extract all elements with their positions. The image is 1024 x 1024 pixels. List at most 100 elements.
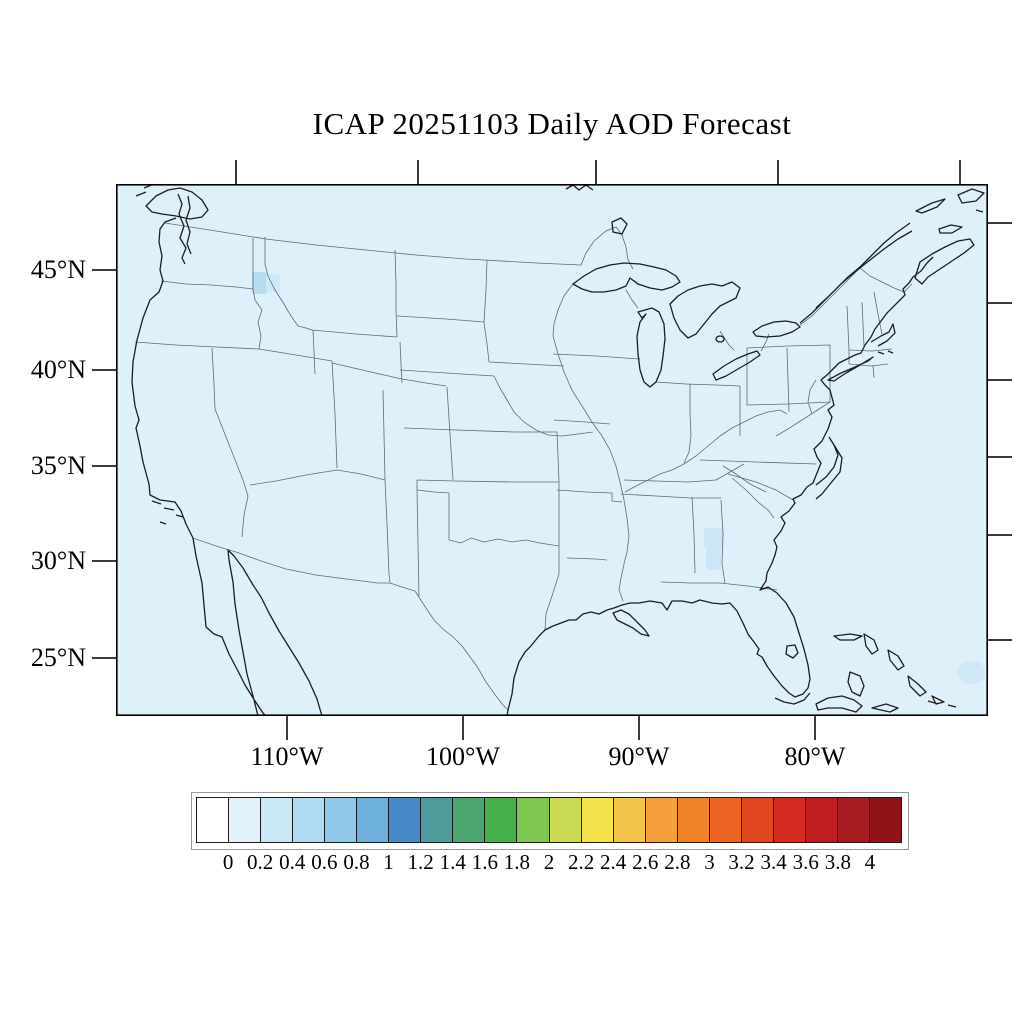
long-island (827, 356, 874, 382)
lat-tick-label: 45°N (30, 255, 86, 284)
colorbar-box (452, 797, 486, 843)
colorbar-tick-label: 2.2 (567, 850, 595, 874)
top-tick (959, 160, 961, 184)
colorbar-tick-label: 2.4 (600, 850, 627, 874)
right-tick (988, 639, 1012, 641)
gulf-atlantic-coast (506, 256, 934, 716)
top-tick (595, 160, 597, 184)
right-tick (988, 302, 1012, 304)
colorbar-tick-label: 3.4 (760, 850, 787, 874)
colorbar-box (580, 797, 614, 843)
state-borders-midwest-south (483, 259, 817, 602)
top-tick (417, 160, 419, 184)
cuba-coast-fragments (815, 695, 957, 713)
lat-tick-label: 30°N (30, 546, 86, 575)
lat-tick-label: 40°N (30, 355, 86, 384)
page-title: ICAP 20251103 Daily AOD Forecast (312, 106, 792, 141)
st-lawrence (799, 222, 913, 324)
colorbar-tick-label: 1.6 (471, 850, 498, 874)
colorbar-box (804, 797, 838, 843)
lon-tick (462, 716, 464, 740)
lake-okeechobee (785, 644, 799, 659)
aod-patch-alabama (704, 528, 724, 570)
colorbar-box (740, 797, 774, 843)
colorbar-labels: 0 0.2 0.4 0.6 0.8 1 1.2 1.4 1.6 1.8 2 2.2 2.4 2.6 2.8 3… (196, 849, 902, 875)
colorbar-tick-label: 1.2 (407, 850, 434, 874)
colorbar-box (292, 797, 326, 843)
colorbar-tick-label: 1.4 (439, 850, 466, 874)
lat-tick (92, 465, 116, 467)
colorbar-box (420, 797, 454, 843)
lake-michigan (636, 307, 666, 388)
colorbar-box (388, 797, 422, 843)
colorbar-box (612, 797, 646, 843)
baja-coast (192, 537, 323, 716)
lat-tick (92, 657, 116, 659)
newfoundland-fragment (957, 188, 985, 213)
colorbar-box (676, 797, 710, 843)
florida-keys (774, 692, 811, 705)
right-tick (988, 456, 1012, 458)
lake-ontario (752, 320, 801, 338)
colorbar-tick-label: 0 (222, 850, 234, 874)
colorbar-tick-label: 2.8 (664, 850, 691, 874)
lon-tick (814, 716, 816, 740)
right-tick (988, 222, 1012, 224)
map-plot-area (116, 184, 988, 716)
lon-tick (638, 716, 640, 740)
map-frame (116, 184, 988, 716)
colorbar-box (260, 797, 294, 843)
colorbar-tick-label: 2.6 (632, 850, 659, 874)
anticosti-island (915, 198, 946, 214)
state-borders-path (134, 237, 893, 631)
state-borders-east (624, 289, 893, 493)
colorbar-box (228, 797, 262, 843)
lat-tick (92, 560, 116, 562)
international-borders-path (164, 222, 913, 711)
colorbar-box (772, 797, 806, 843)
top-tick (235, 160, 237, 184)
lake-superior (572, 262, 681, 293)
bahamas-islands (833, 633, 945, 705)
state-borders-west (134, 237, 454, 584)
us-canada-border (164, 222, 913, 352)
nova-scotia (914, 238, 975, 285)
colorbar-box (644, 797, 678, 843)
cape-cod (870, 323, 896, 355)
colorbar-box (868, 797, 903, 843)
colorbar-box (708, 797, 742, 843)
state-borders-plains (396, 315, 560, 631)
outer-banks (815, 436, 843, 500)
lat-tick (92, 269, 116, 271)
colorbar-box (356, 797, 390, 843)
colorbar-box (324, 797, 358, 843)
colorbar-tick-label: 3.8 (824, 850, 851, 874)
lon-tick (286, 716, 288, 740)
colorbar-box (196, 797, 230, 843)
lat-tick-label: 25°N (30, 643, 86, 672)
colorbar-tick-label: 0.8 (343, 850, 370, 874)
colorbar-box (516, 797, 550, 843)
us-mexico-border (192, 537, 509, 711)
colorbar-tick-label: 0.2 (247, 850, 274, 874)
colorbar-box (548, 797, 582, 843)
lake-huron (669, 281, 741, 339)
colorbar-tick-label: 3.6 (792, 850, 819, 874)
lon-tick-label: 90°W (608, 742, 670, 771)
colorbar-box (836, 797, 870, 843)
lon-tick-label: 100°W (426, 742, 500, 771)
aod-patch-washington-idaho-dark (252, 272, 267, 294)
top-tick (777, 160, 779, 184)
right-tick (988, 534, 1012, 536)
coastline-path (131, 184, 985, 716)
colorbar-tick-label: 2 (543, 850, 555, 874)
colorbar-tick-label: 0.4 (279, 850, 306, 874)
colorbar (196, 797, 903, 843)
colorbar-tick-label: 0.6 (311, 850, 338, 874)
lon-tick-label: 110°W (250, 742, 324, 771)
map-canvas (116, 184, 988, 716)
puget-sound (177, 193, 192, 265)
colorbar-tick-label: 1.8 (503, 850, 531, 874)
prince-edward-island (938, 224, 963, 234)
